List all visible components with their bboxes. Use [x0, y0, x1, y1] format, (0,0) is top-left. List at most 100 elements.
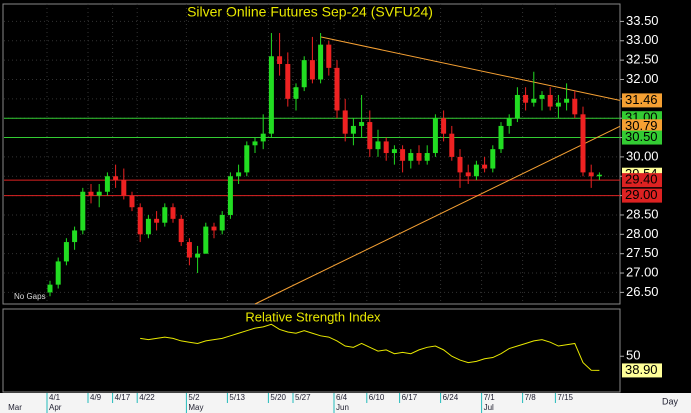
candle-body	[441, 118, 447, 134]
price-panel	[2, 3, 621, 305]
candle-body	[252, 141, 258, 146]
candle-body	[359, 122, 365, 126]
candle-body	[145, 218, 151, 235]
candle-body	[523, 94, 529, 103]
candle-body	[375, 141, 381, 150]
y-tick-label: 50	[626, 348, 640, 363]
candle-body	[162, 207, 168, 223]
candle-body	[293, 87, 299, 99]
candle-body	[432, 118, 438, 154]
y-tick-label: 27.00	[626, 264, 659, 279]
candle-body	[137, 207, 143, 235]
y-tick-label: 32.00	[626, 71, 659, 86]
candle-body	[498, 125, 504, 150]
candle-body	[236, 172, 242, 177]
y-tick-label: 28.00	[626, 226, 659, 241]
note: No Gaps	[14, 292, 46, 301]
candle-body	[457, 156, 463, 173]
x-tick-label: 4/22	[139, 393, 155, 402]
x-tick-label: 6/10	[369, 393, 385, 402]
candle-body	[154, 218, 160, 223]
candle-body	[555, 102, 561, 107]
candle-body	[318, 44, 324, 80]
candle-body	[449, 133, 455, 157]
candle-body	[572, 98, 578, 115]
candle-body	[178, 218, 184, 243]
x-tick-label: 5/2	[188, 393, 200, 402]
month-label: Mar	[8, 403, 22, 412]
x-tick-label: 5/20	[270, 393, 286, 402]
candle-body	[113, 176, 119, 181]
level-label: 29.00	[625, 187, 658, 202]
x-tick-label: 7/8	[525, 393, 537, 402]
x-tick-label: 4/1	[49, 393, 61, 402]
candle-body	[342, 110, 348, 134]
y-tick-label: 27.50	[626, 245, 659, 260]
x-unit: Day	[662, 396, 679, 406]
y-tick-label: 26.50	[626, 284, 659, 299]
candle-body	[72, 230, 78, 243]
rsi-panel	[2, 308, 621, 393]
x-tick-label: 4/17	[115, 393, 131, 402]
candle-body	[277, 56, 283, 64]
level-label: 30.79	[625, 118, 658, 133]
level-label: 29.40	[625, 172, 658, 187]
x-tick-label: 6/4	[336, 393, 348, 402]
candle-body	[350, 125, 356, 134]
x-tick-label: 5/13	[229, 393, 245, 402]
candle-body	[424, 153, 430, 161]
candle-body	[334, 67, 340, 111]
candle-body	[301, 60, 307, 88]
candle-body	[580, 114, 586, 173]
rsi-last-label: 38.90	[625, 362, 658, 377]
month-label: Apr	[49, 403, 62, 412]
candle-body	[203, 226, 209, 254]
month-label: May	[188, 403, 203, 412]
candle-body	[596, 174, 602, 177]
x-tick-label: 6/17	[402, 393, 418, 402]
rsi-title: Relative Strength Index	[245, 309, 381, 324]
y-tick-label: 33.00	[626, 32, 659, 47]
rsi-line	[140, 323, 600, 371]
candle-body	[416, 153, 422, 161]
y-tick-label: 32.50	[626, 52, 659, 67]
x-tick-label: 5/27	[295, 393, 311, 402]
candle-body	[268, 56, 274, 134]
y-tick-label: 30.00	[626, 148, 659, 163]
level-box	[622, 93, 662, 108]
candle-body	[55, 261, 61, 285]
candle-body	[88, 191, 94, 196]
candle-body	[367, 122, 373, 150]
candle-body	[383, 141, 389, 154]
level-box	[622, 130, 662, 145]
chart-title: Silver Online Futures Sep-24 (SVFU24)	[187, 4, 433, 20]
month-label: Jul	[484, 403, 494, 412]
candle-body	[47, 284, 53, 293]
candle-body	[63, 242, 69, 262]
candle-body	[400, 149, 406, 161]
candle-body	[309, 60, 315, 80]
x-tick-label: 7/1	[484, 393, 496, 402]
candle-body	[244, 145, 250, 173]
candle-body	[514, 94, 520, 119]
candle-body	[588, 172, 594, 177]
candle-body	[482, 164, 488, 169]
candle-body	[490, 149, 496, 169]
candle-body	[227, 176, 233, 215]
month-label: Jun	[336, 403, 349, 412]
level-label: 31.46	[625, 92, 658, 107]
candle-body	[539, 94, 545, 99]
candle-body	[506, 118, 512, 126]
candle-body	[195, 253, 201, 258]
trendline	[254, 125, 621, 305]
candle-body	[391, 149, 397, 154]
candle-body	[326, 44, 332, 68]
y-tick-label: 28.50	[626, 206, 659, 221]
x-tick-label: 7/15	[557, 393, 573, 402]
candle-body	[473, 164, 479, 177]
candle-body	[465, 172, 471, 177]
x-tick-label: 4/9	[90, 393, 102, 402]
candle-body	[285, 64, 291, 99]
candle-body	[547, 94, 553, 107]
